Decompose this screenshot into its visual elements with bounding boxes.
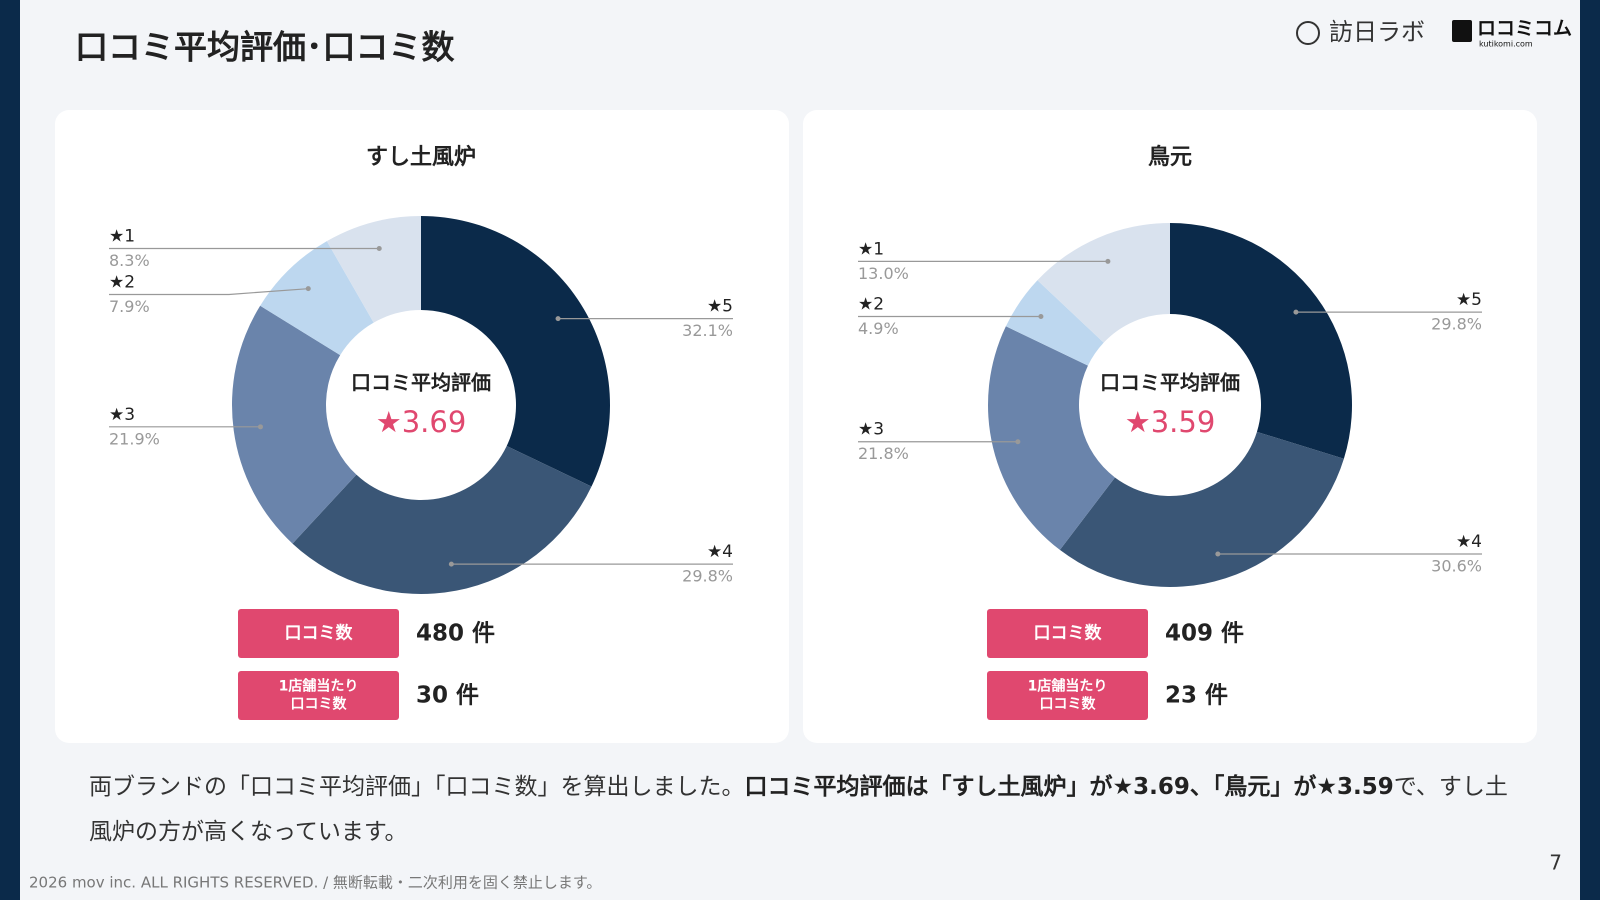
logo: 訪日ラボ ロコミコム kutikomi.com bbox=[1296, 18, 1572, 49]
logo-text: kutikomi.com bbox=[1479, 40, 1533, 49]
slice-value-label: 13.0% bbox=[858, 264, 909, 283]
stat-label: 口コミ数 bbox=[1034, 623, 1103, 644]
card bbox=[803, 110, 1537, 743]
card bbox=[55, 110, 789, 743]
chart-title: 鳥元 bbox=[1148, 144, 1192, 170]
stat-label: 1店舗当たり bbox=[1028, 678, 1108, 695]
chart-title: すし土風炉 bbox=[366, 145, 476, 170]
slice-value-label: 7.9% bbox=[109, 297, 150, 316]
stat-label: 口コミ数 bbox=[285, 623, 354, 644]
stat-value: 480 件 bbox=[416, 621, 495, 647]
copyright: 2026 mov inc. ALL RIGHTS RESERVED. / 無断転… bbox=[29, 874, 601, 892]
leader-line bbox=[109, 288, 309, 296]
donut-slice bbox=[260, 241, 374, 356]
slice-value-label: 21.9% bbox=[109, 429, 160, 448]
stat-badge bbox=[987, 609, 1148, 658]
slice-label: ★5 bbox=[707, 297, 733, 317]
leader-dot bbox=[257, 424, 263, 430]
slice-label: ★2 bbox=[109, 272, 135, 292]
slice-label: ★2 bbox=[858, 295, 884, 315]
leader-dot bbox=[1105, 258, 1111, 264]
slice-value-label: 21.8% bbox=[858, 444, 909, 463]
slice-value-label: 30.6% bbox=[1431, 557, 1482, 576]
logo-icon bbox=[1296, 21, 1320, 45]
leader-dot bbox=[1215, 551, 1221, 557]
slice-label: ★5 bbox=[1456, 290, 1482, 310]
logo-text: ロコミコム bbox=[1477, 18, 1572, 40]
slice-value-label: 32.1% bbox=[682, 321, 733, 340]
leader-dot bbox=[555, 316, 561, 322]
donut-slice bbox=[326, 216, 421, 323]
leader-dot bbox=[1015, 439, 1021, 445]
slice-value-label: 29.8% bbox=[1431, 315, 1482, 334]
slice-label: ★1 bbox=[858, 239, 884, 259]
slice-label: ★4 bbox=[707, 542, 733, 562]
leader-dot bbox=[1038, 314, 1044, 320]
stat-badge bbox=[238, 609, 399, 658]
leader-dot bbox=[305, 286, 311, 292]
logo-icon bbox=[1452, 20, 1472, 42]
leader-dot bbox=[376, 245, 382, 251]
donut-slice bbox=[1059, 431, 1344, 587]
leader-dot bbox=[448, 561, 454, 567]
slice-value-label: 8.3% bbox=[109, 251, 150, 270]
donut-slice bbox=[232, 305, 357, 544]
donut-slice bbox=[1005, 280, 1104, 366]
slice-label: ★1 bbox=[109, 226, 135, 246]
summary-emphasis: 口コミ平均評価は「すし土風炉」が★3.69、「鳥元」が★3.59 bbox=[744, 774, 1394, 800]
stat-value: 30 件 bbox=[416, 683, 479, 709]
stat-label: 1店舗当たり bbox=[279, 678, 359, 695]
stat-label: 口コミ数 bbox=[291, 696, 348, 713]
donut-slice bbox=[292, 445, 592, 594]
summary-text: で、すし土風炉の方が高くなっています。 bbox=[89, 774, 1508, 845]
donut-slice bbox=[1170, 223, 1352, 459]
slice-label: ★3 bbox=[109, 405, 135, 425]
center-label: 口コミ平均評価 bbox=[351, 371, 491, 395]
center-value: ★3.69 bbox=[376, 405, 467, 439]
slice-label: ★3 bbox=[858, 420, 884, 440]
summary-text: 両ブランドの「口コミ平均評価」「口コミ数」を算出しました。 bbox=[89, 774, 745, 800]
donut-slice bbox=[421, 216, 610, 487]
summary: 両ブランドの「口コミ平均評価」「口コミ数」を算出しました。口コミ平均評価は「すし… bbox=[89, 765, 1529, 855]
stat-label: 口コミ数 bbox=[1040, 696, 1097, 713]
stat-value: 23 件 bbox=[1165, 683, 1228, 709]
donut-slice bbox=[1037, 223, 1170, 343]
stat-value: 409 件 bbox=[1165, 621, 1244, 647]
slice-label: ★4 bbox=[1456, 532, 1482, 552]
center-label: 口コミ平均評価 bbox=[1100, 371, 1240, 395]
logo-text: 訪日ラボ bbox=[1329, 18, 1425, 46]
leader-dot bbox=[1293, 309, 1299, 315]
slide-title: 口コミ平均評価･口コミ数 bbox=[75, 28, 456, 67]
donut-slice bbox=[988, 326, 1115, 550]
slice-value-label: 4.9% bbox=[858, 319, 899, 338]
stat-badge bbox=[987, 671, 1148, 720]
stat-badge bbox=[238, 671, 399, 720]
slice-value-label: 29.8% bbox=[682, 567, 733, 586]
page-number: 7 bbox=[1549, 851, 1562, 875]
center-value: ★3.59 bbox=[1125, 405, 1216, 439]
